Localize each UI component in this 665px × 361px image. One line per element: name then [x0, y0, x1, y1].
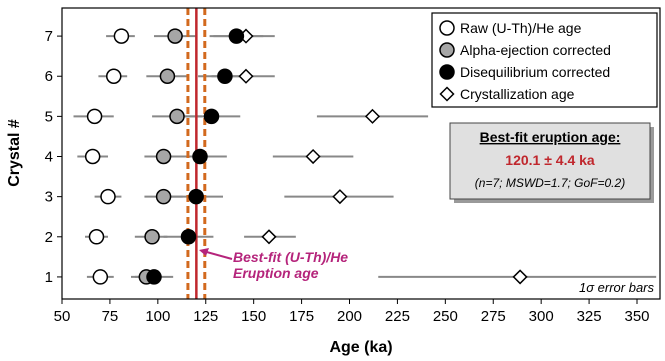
x-tick-label: 350 [624, 308, 649, 325]
data-point [144, 229, 160, 245]
annotation-arrowhead [199, 248, 209, 256]
x-tick-label: 300 [529, 308, 554, 325]
y-axis-title: Crystal # [6, 119, 23, 187]
data-point [305, 148, 321, 165]
best-fit-title: Best-fit eruption age: [480, 129, 621, 145]
legend-marker [439, 64, 455, 80]
legend-label: Disequilibrium corrected [460, 64, 610, 80]
legend-marker [439, 42, 455, 58]
data-point [86, 108, 103, 125]
y-tick-label: 6 [45, 68, 53, 85]
data-point [169, 108, 185, 125]
data-point [113, 28, 130, 44]
axes-layer [57, 7, 661, 304]
annotation-line-1: Best-fit (U-Th)/He [233, 249, 348, 265]
legend-marker [439, 20, 455, 36]
x-tick-label: 175 [289, 308, 314, 325]
x-tick-label: 250 [433, 308, 458, 325]
data-point [155, 148, 172, 165]
legend: Raw (U-Th)/He age Alpha-ejection correcte… [431, 12, 658, 108]
error-bar-note: 1σ error bars [579, 280, 655, 295]
x-tick-label: 325 [577, 308, 602, 325]
markers-layer [84, 28, 528, 285]
data-point [192, 148, 208, 165]
legend-label: Alpha-ejection corrected [460, 42, 611, 58]
x-tick-label: 200 [337, 308, 362, 325]
data-point [228, 28, 245, 44]
data-point [159, 68, 176, 84]
best-fit-box: Best-fit eruption age: 120.1 ± 4.4 ka (n… [449, 122, 654, 203]
legend-frame [431, 12, 658, 108]
tick-labels-layer: 50 75 100 125 150 175 200 225 250 275 300 325 350123… [45, 28, 650, 325]
data-point [261, 229, 277, 245]
x-tick-label: 150 [241, 308, 266, 325]
x-tick-label: 50 [54, 308, 71, 325]
plot-frame [61, 7, 661, 300]
data-point [217, 68, 233, 84]
best-fit-value: 120.1 ± 4.4 ka [505, 152, 595, 168]
data-point [84, 148, 101, 165]
data-point [203, 108, 220, 125]
data-point [92, 269, 109, 285]
x-tick-label: 225 [385, 308, 410, 325]
legend-marker [439, 86, 455, 102]
legend-label: Raw (U-Th)/He age [460, 20, 582, 36]
y-tick-label: 2 [45, 229, 53, 246]
y-tick-label: 5 [45, 108, 53, 125]
data-point [88, 229, 105, 245]
data-point [238, 68, 254, 84]
eruption-annotation: Best-fit (U-Th)/He Eruption age [199, 248, 348, 281]
data-point [155, 188, 172, 205]
legend-items: Raw (U-Th)/He age Alpha-ejection correcte… [439, 20, 611, 102]
data-point [100, 188, 116, 205]
data-point [332, 189, 348, 205]
annotation-line-2: Eruption age [233, 265, 319, 281]
y-tick-label: 1 [45, 269, 53, 286]
y-tick-label: 3 [45, 189, 53, 206]
best-fit-box-frame [449, 122, 651, 200]
x-tick-label: 100 [145, 308, 170, 325]
data-point [188, 188, 204, 205]
x-tick-label: 275 [481, 308, 506, 325]
data-point [364, 108, 381, 124]
y-tick-label: 7 [45, 28, 53, 45]
data-point [106, 68, 122, 84]
x-tick-label: 75 [102, 308, 119, 325]
legend-label: Crystallization age [460, 86, 575, 102]
y-tick-label: 4 [45, 149, 53, 166]
best-fit-stats: (n=7; MSWD=1.7; GoF=0.2) [475, 176, 625, 190]
data-point [180, 229, 197, 245]
annotation-arrow [202, 250, 233, 260]
data-point [512, 269, 528, 285]
x-tick-label: 125 [193, 308, 218, 325]
data-point [146, 269, 162, 285]
data-point [167, 28, 183, 44]
x-axis-title: Age (ka) [329, 339, 392, 356]
